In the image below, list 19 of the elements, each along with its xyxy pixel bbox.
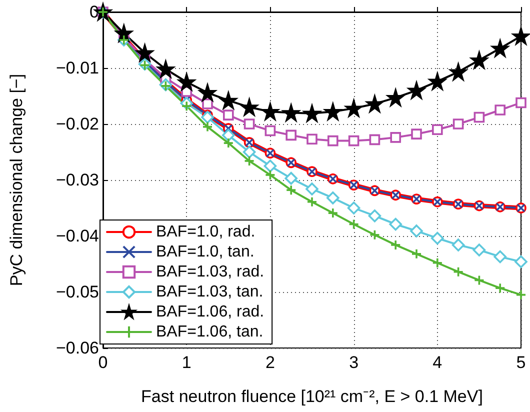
legend-label: BAF=1.06, tan. [156,324,264,340]
legend-label: BAF=1.03, rad. [156,264,264,280]
y-tick-label: −0.04 [56,226,99,246]
x-tick-label: 1 [182,353,192,372]
y-tick-label: −0.06 [56,338,99,358]
x-tick-label: 4 [432,353,442,372]
x-tick-label: 2 [265,353,275,372]
y-tick-label: −0.01 [56,58,99,78]
y-tick-label: −0.03 [56,170,99,190]
legend-label: BAF=1.0, rad. [156,224,256,240]
y-tick-label: −0.05 [56,282,99,302]
x-tick-label: 3 [349,353,359,372]
x-tick-label: 5 [516,353,526,372]
y-tick-label: −0.02 [56,114,99,134]
y-axis-title: PyC dimensional change [−] [7,74,26,286]
x-axis-title: Fast neutron fluence [10²¹ cm⁻², E > 0.1 MeV] [141,387,483,406]
legend-label: BAF=1.06, rad. [156,304,264,320]
legend-label: BAF=1.0, tan. [156,244,254,260]
legend-label: BAF=1.03, tan. [156,284,264,300]
